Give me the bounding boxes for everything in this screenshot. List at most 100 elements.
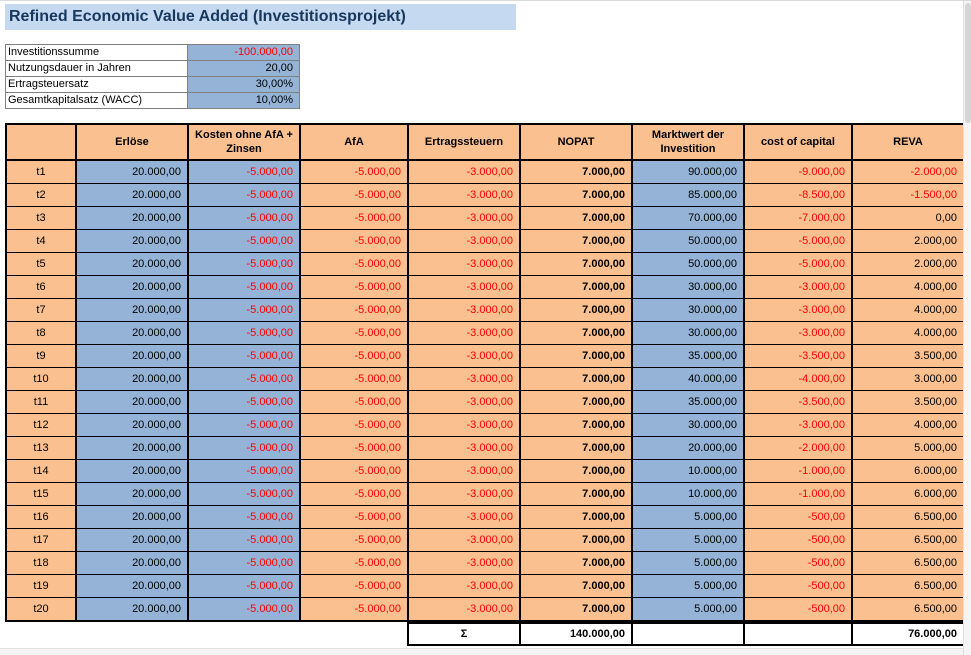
- cell-steuern[interactable]: -3.000,00: [407, 275, 521, 299]
- cell-kosten[interactable]: -5.000,00: [187, 321, 301, 345]
- scrollbar-thumb[interactable]: [965, 3, 971, 123]
- cell-afa[interactable]: -5.000,00: [299, 275, 409, 299]
- cell-steuern[interactable]: -3.000,00: [407, 597, 521, 622]
- cell-kosten[interactable]: -5.000,00: [187, 252, 301, 276]
- cell-erloese[interactable]: 20.000,00: [75, 206, 189, 230]
- cell-marktwert[interactable]: 35.000,00: [631, 344, 745, 368]
- cell-steuern[interactable]: -3.000,00: [407, 183, 521, 207]
- cell-marktwert[interactable]: 5.000,00: [631, 551, 745, 575]
- cell-marktwert[interactable]: 10.000,00: [631, 459, 745, 483]
- cell-steuern[interactable]: -3.000,00: [407, 390, 521, 414]
- cell-marktwert[interactable]: 5.000,00: [631, 505, 745, 529]
- cell-steuern[interactable]: -3.000,00: [407, 321, 521, 345]
- cell-steuern[interactable]: -3.000,00: [407, 482, 521, 506]
- cell-coc[interactable]: -500,00: [743, 574, 853, 598]
- cell-coc[interactable]: -500,00: [743, 505, 853, 529]
- cell-coc[interactable]: -3.000,00: [743, 413, 853, 437]
- cell-nopat[interactable]: 7.000,00: [519, 413, 633, 437]
- cell-coc[interactable]: -7.000,00: [743, 206, 853, 230]
- cell-nopat[interactable]: 7.000,00: [519, 390, 633, 414]
- cell-afa[interactable]: -5.000,00: [299, 459, 409, 483]
- cell-kosten[interactable]: -5.000,00: [187, 597, 301, 622]
- cell-coc[interactable]: -8.500,00: [743, 183, 853, 207]
- cell-erloese[interactable]: 20.000,00: [75, 390, 189, 414]
- cell-reva[interactable]: 6.500,00: [851, 505, 965, 529]
- cell-marktwert[interactable]: 50.000,00: [631, 229, 745, 253]
- cell-nopat[interactable]: 7.000,00: [519, 482, 633, 506]
- cell-marktwert[interactable]: 30.000,00: [631, 321, 745, 345]
- cell-afa[interactable]: -5.000,00: [299, 183, 409, 207]
- empty-sum-cell[interactable]: [631, 622, 745, 646]
- cell-steuern[interactable]: -3.000,00: [407, 367, 521, 391]
- cell-nopat[interactable]: 7.000,00: [519, 551, 633, 575]
- cell-reva[interactable]: 4.000,00: [851, 321, 965, 345]
- cell-afa[interactable]: -5.000,00: [299, 298, 409, 322]
- cell-reva[interactable]: 6.500,00: [851, 597, 965, 622]
- cell-nopat[interactable]: 7.000,00: [519, 206, 633, 230]
- cell-nopat[interactable]: 7.000,00: [519, 344, 633, 368]
- cell-nopat[interactable]: 7.000,00: [519, 252, 633, 276]
- cell-kosten[interactable]: -5.000,00: [187, 206, 301, 230]
- cell-marktwert[interactable]: 5.000,00: [631, 574, 745, 598]
- cell-steuern[interactable]: -3.000,00: [407, 206, 521, 230]
- cell-kosten[interactable]: -5.000,00: [187, 436, 301, 460]
- cell-reva[interactable]: 3.500,00: [851, 344, 965, 368]
- cell-erloese[interactable]: 20.000,00: [75, 367, 189, 391]
- cell-nopat[interactable]: 7.000,00: [519, 229, 633, 253]
- cell-afa[interactable]: -5.000,00: [299, 413, 409, 437]
- cell-afa[interactable]: -5.000,00: [299, 229, 409, 253]
- cell-afa[interactable]: -5.000,00: [299, 206, 409, 230]
- cell-coc[interactable]: -3.500,00: [743, 344, 853, 368]
- cell-coc[interactable]: -3.000,00: [743, 275, 853, 299]
- cell-reva[interactable]: 4.000,00: [851, 275, 965, 299]
- cell-kosten[interactable]: -5.000,00: [187, 367, 301, 391]
- empty-sum-cell[interactable]: [743, 622, 853, 646]
- cell-nopat[interactable]: 7.000,00: [519, 367, 633, 391]
- cell-kosten[interactable]: -5.000,00: [187, 390, 301, 414]
- cell-kosten[interactable]: -5.000,00: [187, 528, 301, 552]
- cell-coc[interactable]: -5.000,00: [743, 229, 853, 253]
- cell-erloese[interactable]: 20.000,00: [75, 275, 189, 299]
- cell-kosten[interactable]: -5.000,00: [187, 459, 301, 483]
- cell-nopat[interactable]: 7.000,00: [519, 597, 633, 622]
- cell-reva[interactable]: 0,00: [851, 206, 965, 230]
- cell-marktwert[interactable]: 70.000,00: [631, 206, 745, 230]
- cell-erloese[interactable]: 20.000,00: [75, 482, 189, 506]
- cell-afa[interactable]: -5.000,00: [299, 574, 409, 598]
- cell-erloese[interactable]: 20.000,00: [75, 597, 189, 622]
- cell-erloese[interactable]: 20.000,00: [75, 436, 189, 460]
- cell-steuern[interactable]: -3.000,00: [407, 298, 521, 322]
- cell-afa[interactable]: -5.000,00: [299, 528, 409, 552]
- cell-nopat[interactable]: 7.000,00: [519, 459, 633, 483]
- cell-reva[interactable]: -1.500,00: [851, 183, 965, 207]
- cell-marktwert[interactable]: 5.000,00: [631, 597, 745, 622]
- cell-afa[interactable]: -5.000,00: [299, 505, 409, 529]
- cell-marktwert[interactable]: 50.000,00: [631, 252, 745, 276]
- cell-marktwert[interactable]: 20.000,00: [631, 436, 745, 460]
- cell-kosten[interactable]: -5.000,00: [187, 482, 301, 506]
- cell-coc[interactable]: -3.000,00: [743, 298, 853, 322]
- cell-reva[interactable]: 6.500,00: [851, 574, 965, 598]
- cell-coc[interactable]: -2.000,00: [743, 436, 853, 460]
- cell-kosten[interactable]: -5.000,00: [187, 275, 301, 299]
- cell-erloese[interactable]: 20.000,00: [75, 252, 189, 276]
- cell-kosten[interactable]: -5.000,00: [187, 298, 301, 322]
- cell-marktwert[interactable]: 35.000,00: [631, 390, 745, 414]
- cell-nopat[interactable]: 7.000,00: [519, 298, 633, 322]
- horizontal-scrollbar[interactable]: [0, 648, 963, 655]
- cell-afa[interactable]: -5.000,00: [299, 252, 409, 276]
- param-value-wacc[interactable]: 10,00%: [187, 92, 300, 109]
- cell-nopat[interactable]: 7.000,00: [519, 183, 633, 207]
- param-value-nutzungsdauer[interactable]: 20,00: [187, 60, 300, 77]
- cell-steuern[interactable]: -3.000,00: [407, 436, 521, 460]
- cell-nopat[interactable]: 7.000,00: [519, 275, 633, 299]
- cell-coc[interactable]: -3.000,00: [743, 321, 853, 345]
- cell-nopat[interactable]: 7.000,00: [519, 321, 633, 345]
- cell-kosten[interactable]: -5.000,00: [187, 574, 301, 598]
- cell-coc[interactable]: -500,00: [743, 551, 853, 575]
- vertical-scrollbar[interactable]: [963, 1, 971, 655]
- cell-kosten[interactable]: -5.000,00: [187, 229, 301, 253]
- cell-erloese[interactable]: 20.000,00: [75, 344, 189, 368]
- cell-marktwert[interactable]: 10.000,00: [631, 482, 745, 506]
- cell-kosten[interactable]: -5.000,00: [187, 159, 301, 184]
